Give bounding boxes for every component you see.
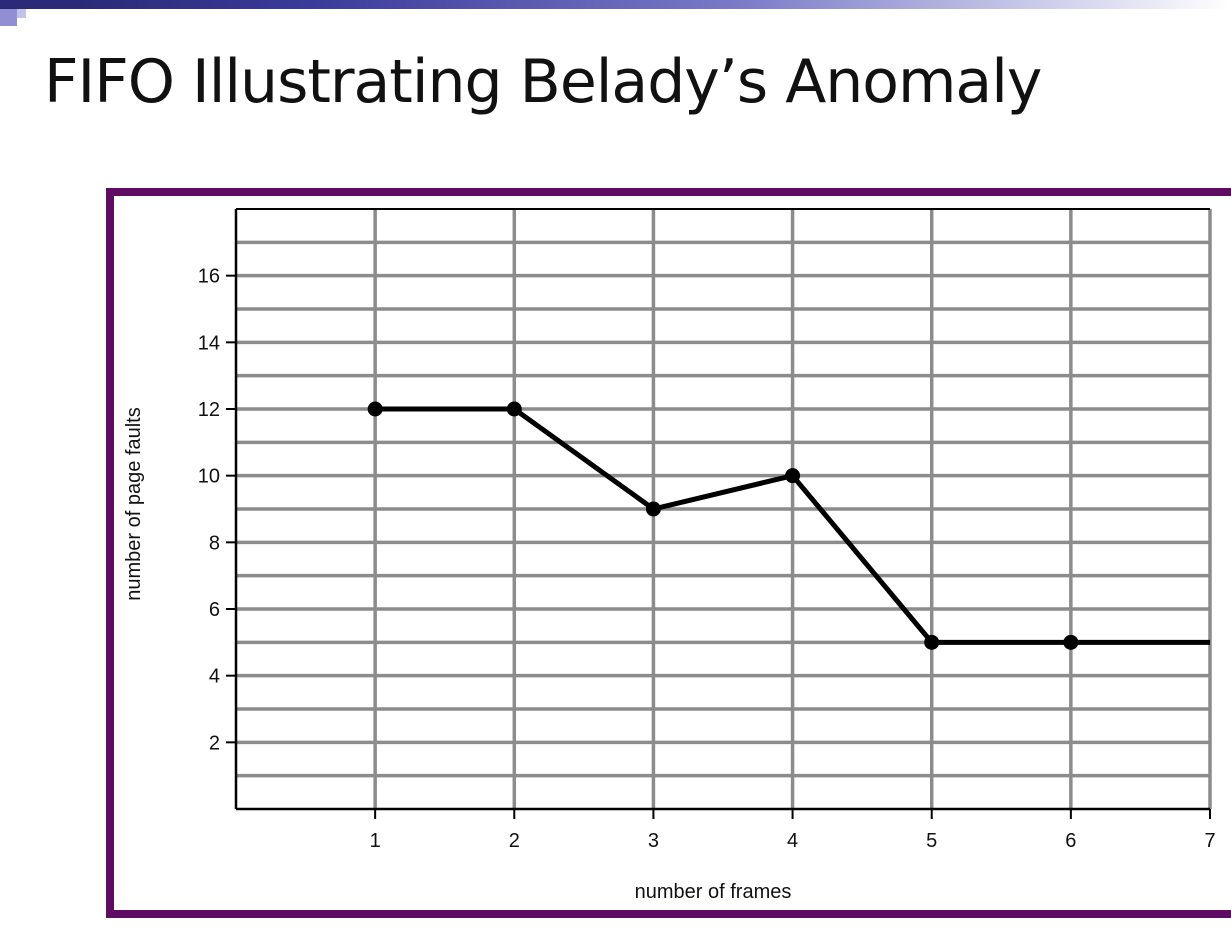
y-tick-label: 14 (198, 332, 220, 354)
y-tick-label: 16 (198, 266, 220, 288)
x-tick-label: 1 (370, 830, 381, 852)
corner-accent-square (0, 9, 17, 26)
label-layer: number of frames number of page faults (123, 407, 791, 903)
data-point (367, 401, 383, 417)
data-point (1063, 634, 1079, 650)
data-point (924, 634, 940, 650)
y-tick-label: 6 (209, 599, 220, 621)
x-tick-label: 2 (509, 830, 520, 852)
y-tick-label: 10 (198, 466, 220, 488)
corner-accent-square-small (17, 9, 26, 18)
title-accent-bar (0, 0, 1231, 9)
y-tick-label: 8 (209, 532, 220, 554)
data-point (785, 468, 801, 484)
slide-title: FIFO Illustrating Belady’s Anomaly (44, 47, 1042, 117)
x-tick-label: 3 (648, 830, 659, 852)
x-tick-label: 7 (1204, 830, 1215, 852)
y-tick-label: 12 (198, 399, 220, 421)
y-axis-label: number of page faults (123, 407, 145, 600)
x-tick-label: 4 (787, 830, 798, 852)
data-point (506, 401, 522, 417)
data-point (645, 501, 661, 517)
x-tick-label: 5 (926, 830, 937, 852)
series-layer (367, 401, 1210, 650)
grid-layer (236, 209, 1212, 809)
y-tick-label: 2 (209, 732, 220, 754)
x-tick-label: 6 (1065, 830, 1076, 852)
x-axis-label: number of frames (635, 881, 792, 903)
y-tick-label: 4 (209, 666, 220, 688)
